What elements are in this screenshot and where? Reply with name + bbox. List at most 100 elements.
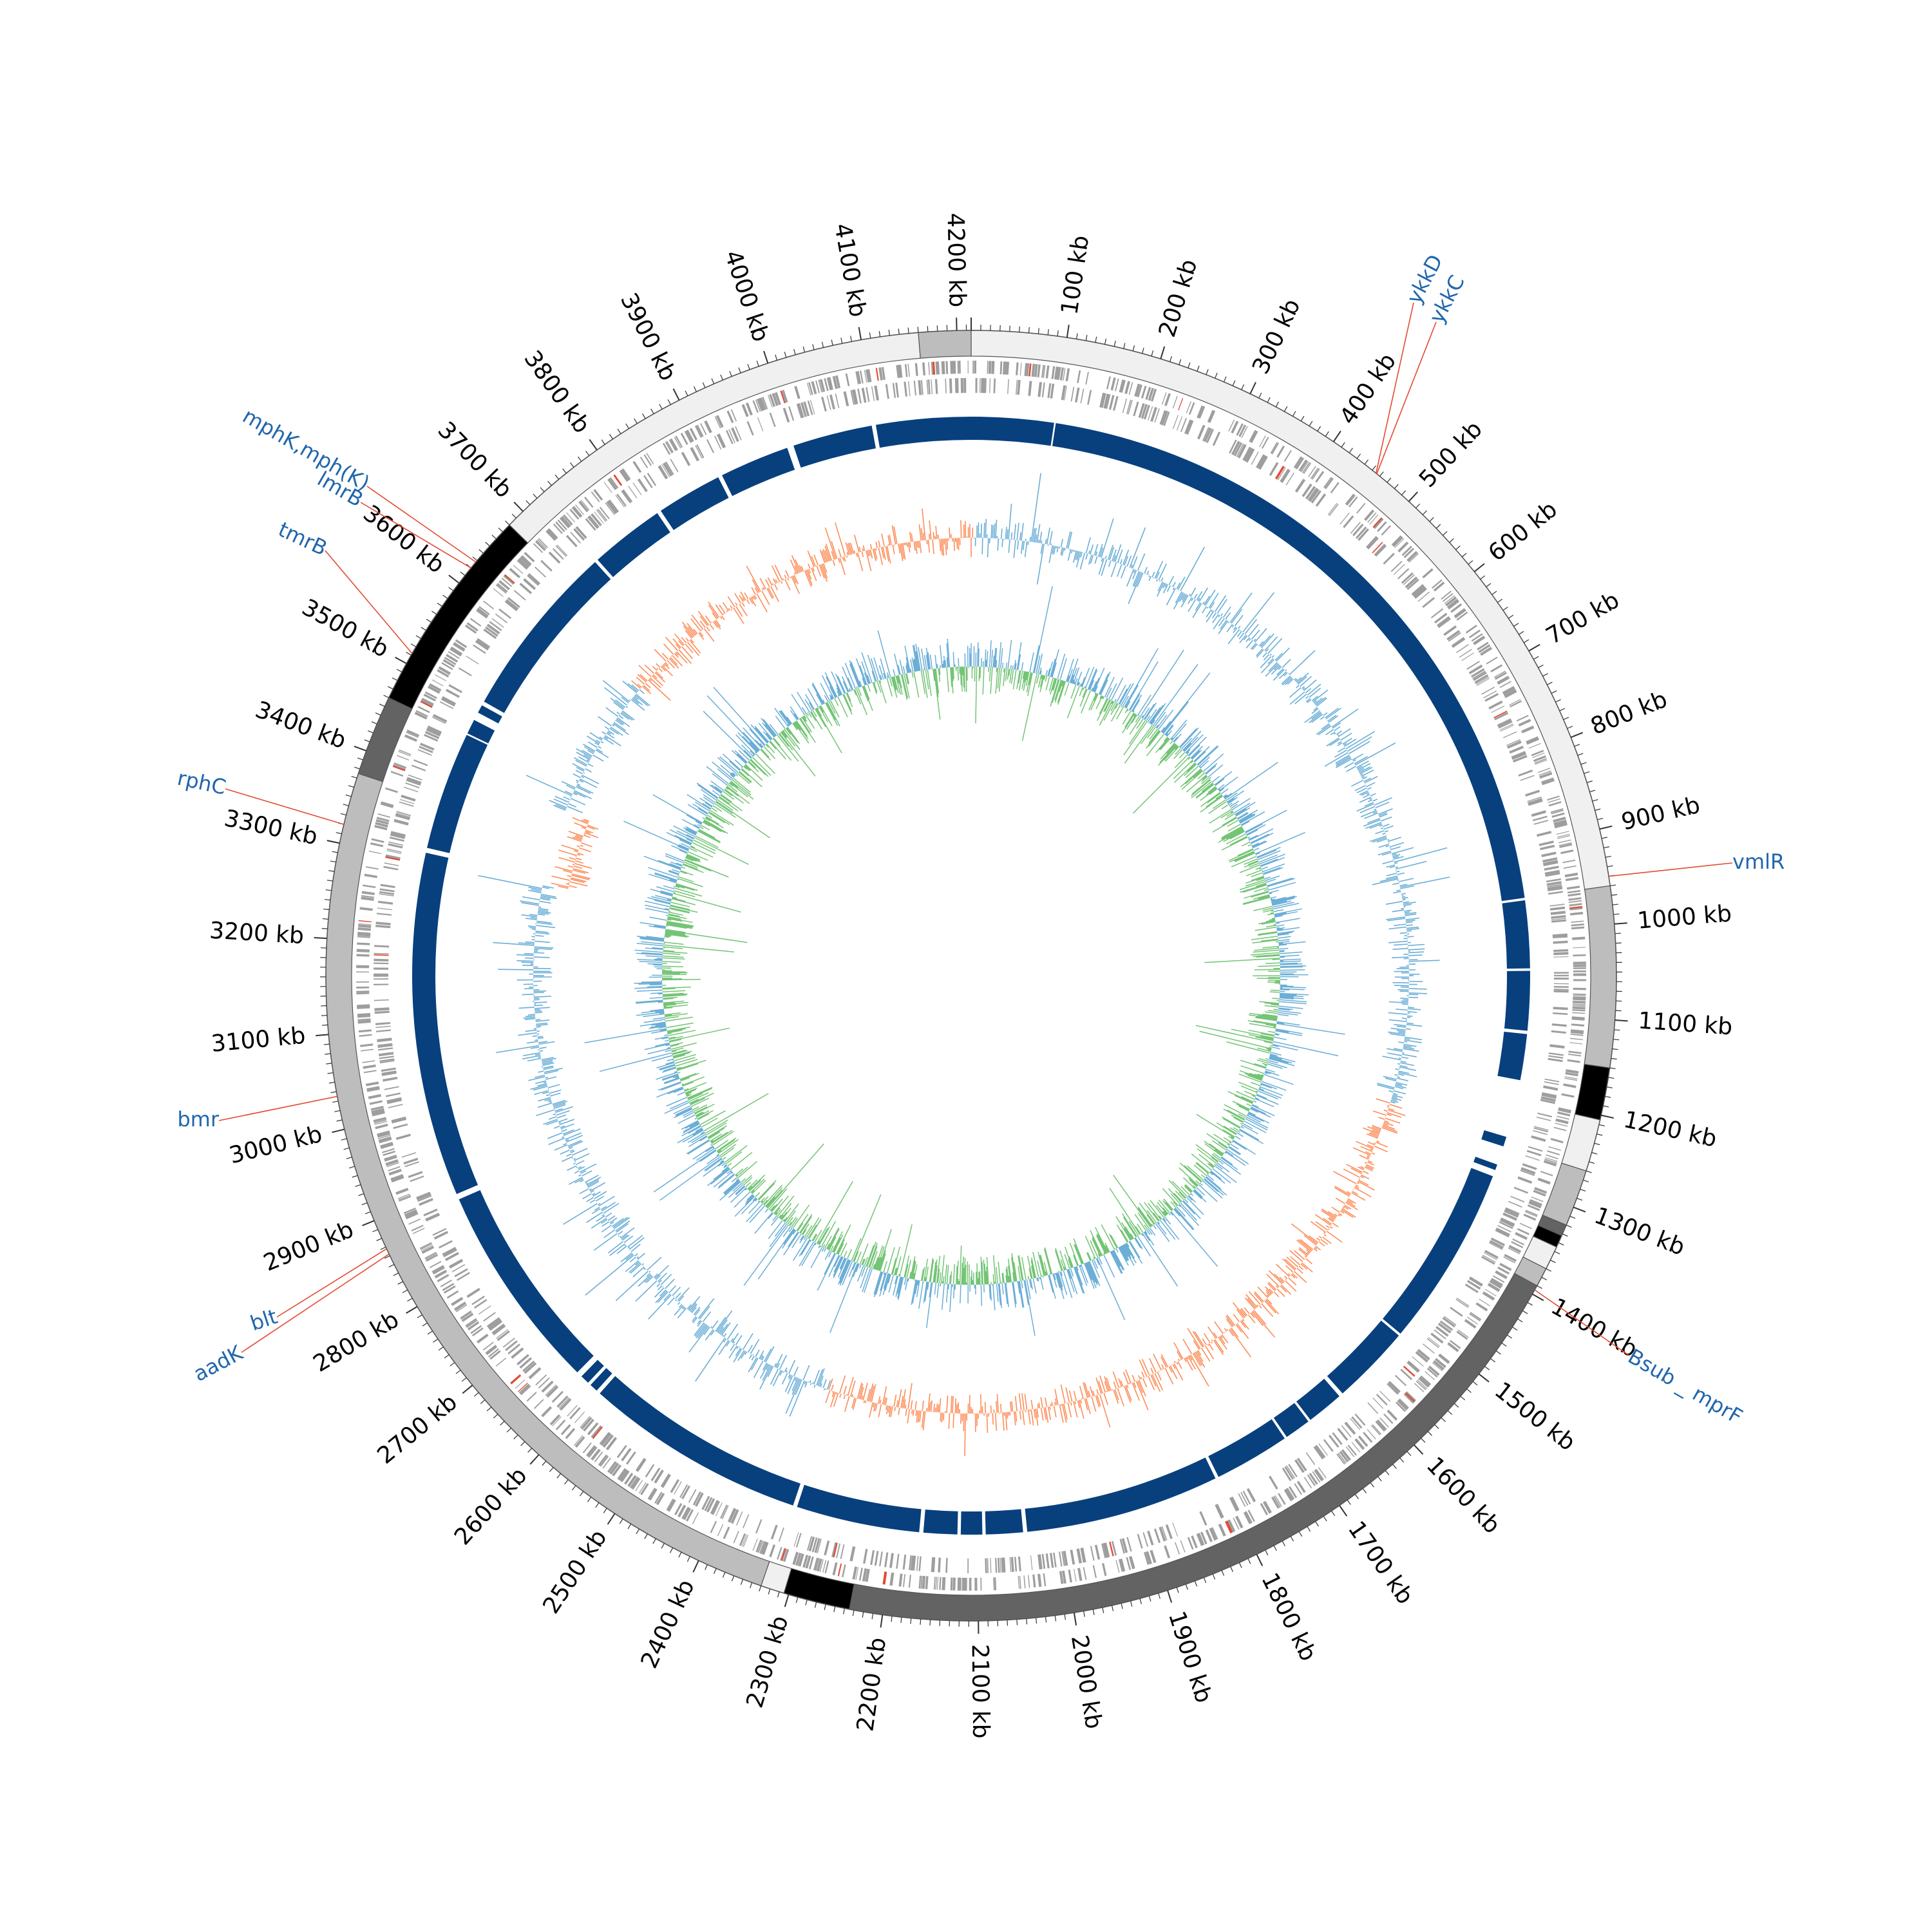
gene-feature [735,426,742,440]
gene-feature [616,493,627,507]
gene-feature [433,1231,449,1240]
gene-feature [1206,428,1214,444]
gene-feature [365,1081,379,1086]
minor-tick [480,1399,486,1405]
minor-tick [1586,1170,1592,1173]
gene-feature [684,431,692,443]
gene-feature [1569,911,1584,916]
gene-feature [608,478,618,489]
gene-feature [374,973,389,976]
gene-feature [1531,1137,1546,1142]
minor-tick [750,1582,753,1589]
gene-feature [1468,664,1483,675]
minor-tick [821,341,824,348]
minor-tick [1541,1276,1548,1281]
minor-tick [1542,673,1548,677]
gene-feature [1553,940,1568,944]
minor-tick [1362,1488,1367,1493]
gene-feature [1376,1419,1387,1431]
gene-feature [1198,1533,1205,1546]
gene-feature [518,1382,528,1392]
gene-feature [1209,1528,1216,1541]
gene-feature [1032,1574,1036,1588]
minor-tick [352,1175,358,1178]
minor-tick [1460,1396,1466,1401]
gene-feature [401,1152,417,1158]
minor-tick [549,1467,554,1472]
gene-feature [1531,750,1544,757]
minor-tick [1554,1251,1560,1255]
gene-feature [361,1048,374,1052]
gene-feature [850,1546,856,1562]
gene-feature [849,1546,855,1562]
gene-feature [1191,1535,1198,1549]
minor-tick [1309,421,1313,426]
minor-tick [1315,1521,1319,1527]
gene-feature [470,1325,482,1334]
gene-feature [1415,1350,1428,1363]
minor-tick [1429,517,1434,522]
gene-feature [574,1436,585,1448]
minor-tick [1179,359,1182,365]
gene-feature [437,669,450,677]
gene-feature [1571,1016,1585,1019]
minor-tick [603,1508,607,1513]
gene-feature [826,377,832,391]
gene-feature [933,1577,936,1590]
gene-feature [1236,423,1244,436]
gene-feature [569,1406,581,1419]
gene-feature [832,1562,838,1576]
gene-feature [404,1211,418,1218]
gene-feature [617,1468,627,1480]
gene-feature [989,378,991,393]
gene-feature [553,524,564,535]
gene-feature [446,654,459,663]
gene-feature [630,1476,638,1488]
gene-feature [383,866,399,871]
gene-feature [1351,1442,1361,1453]
gene-feature [1438,1354,1450,1364]
gene-feature [1224,1520,1233,1534]
gene-feature [1108,395,1115,410]
gene-feature [814,1538,820,1553]
gene-leader-line [1534,1289,1630,1356]
minor-tick [1206,369,1209,375]
gene-feature [1309,1473,1318,1485]
gene-feature [594,511,604,524]
gene-feature [1045,1553,1050,1569]
gene-feature [477,607,489,618]
gene-feature [403,1208,417,1214]
gene-feature [461,1312,474,1322]
gene-feature [665,461,674,475]
gene-feature [1405,576,1418,589]
gene-feature [1159,1526,1166,1542]
gene-feature [359,907,373,911]
minor-tick [1054,1615,1057,1622]
gene-feature [987,361,989,374]
gene-feature [1456,611,1468,621]
minor-tick [1325,431,1329,437]
major-tick [589,439,598,451]
gene-feature [580,1417,592,1430]
gene-feature [1563,865,1577,869]
gene-feature [535,566,547,578]
gene-feature [1487,1283,1500,1293]
gene-feature [1515,1232,1528,1240]
gene-feature [710,1500,719,1515]
gene-feature [1543,1160,1557,1167]
gene-feature [983,378,987,393]
gene-feature [1447,631,1461,641]
minor-tick [831,339,833,346]
gc-skew-positive [584,586,1345,1336]
minor-tick [644,1533,648,1539]
gene-feature [1324,477,1334,489]
gene-feature [626,1451,636,1465]
gene-feature [1236,443,1244,457]
gene-feature [399,749,412,755]
gene-feature [366,1088,380,1092]
gene-feature [757,1540,764,1553]
gene-feature [681,1485,690,1500]
gene-feature [730,1509,739,1524]
gene-feature [925,1576,929,1589]
gene-feature [1293,456,1302,468]
